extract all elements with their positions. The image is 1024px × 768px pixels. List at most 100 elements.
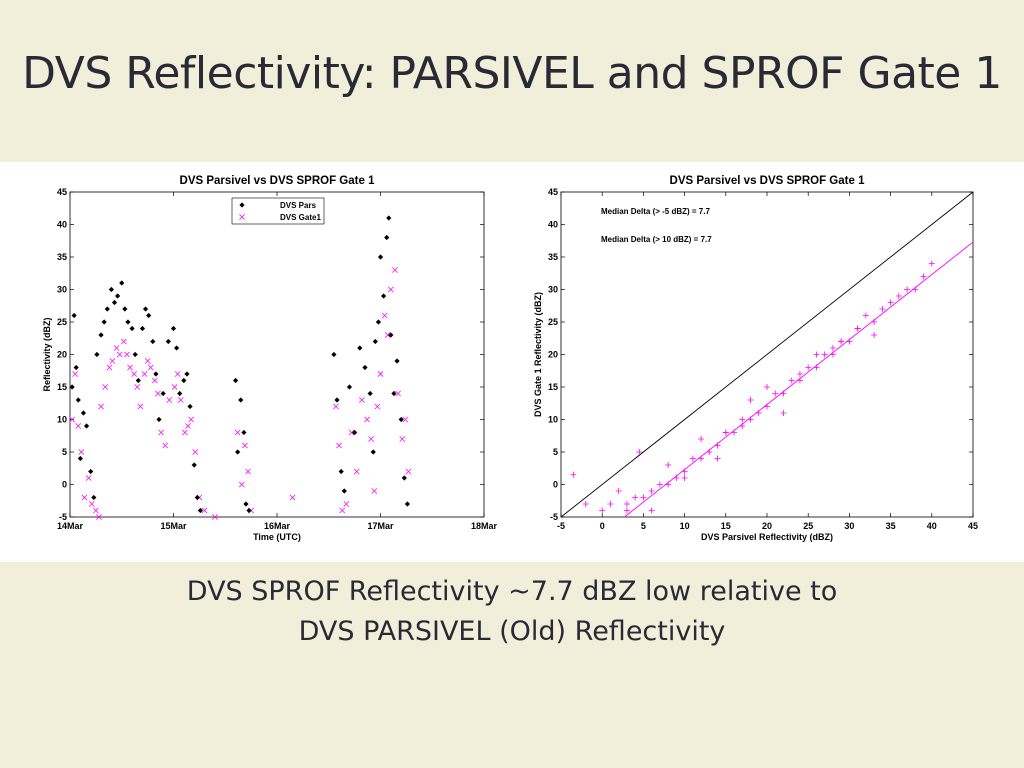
data-point bbox=[194, 494, 200, 501]
data-point bbox=[234, 429, 241, 436]
data-point bbox=[348, 429, 355, 436]
data-point bbox=[171, 384, 178, 390]
caption-line-1: DVS SPROF Reflectivity ~7.7 dBZ low rela… bbox=[186, 576, 838, 607]
data-point bbox=[665, 462, 672, 468]
y-tick-label: -5 bbox=[59, 512, 67, 522]
data-point bbox=[358, 397, 365, 403]
data-point bbox=[158, 429, 164, 436]
data-point bbox=[357, 345, 363, 351]
legend-marker bbox=[239, 214, 245, 220]
y-axis-label: Reflectivity (dBZ) bbox=[42, 317, 52, 391]
data-point bbox=[91, 494, 97, 501]
series-points bbox=[570, 260, 935, 514]
data-point bbox=[72, 371, 79, 377]
data-point bbox=[656, 481, 663, 488]
x-tick-label: 15Mar bbox=[160, 521, 187, 531]
y-tick-label: 25 bbox=[548, 317, 558, 327]
data-point bbox=[615, 488, 622, 494]
data-point bbox=[336, 442, 342, 449]
data-point bbox=[398, 416, 404, 423]
data-point bbox=[395, 390, 401, 397]
data-point bbox=[98, 403, 104, 410]
x-tick-label: 25 bbox=[803, 521, 813, 531]
data-point bbox=[131, 371, 138, 377]
x-tick-label: 35 bbox=[886, 521, 896, 531]
data-point bbox=[85, 475, 92, 481]
data-point bbox=[665, 481, 672, 488]
slide-caption: DVS SPROF Reflectivity ~7.7 dBZ low rela… bbox=[0, 572, 1024, 652]
data-point bbox=[394, 358, 400, 364]
legend-box bbox=[231, 197, 325, 225]
data-point bbox=[714, 442, 721, 449]
data-point bbox=[706, 449, 713, 455]
y-tick-label: 30 bbox=[57, 285, 67, 295]
data-point bbox=[334, 397, 340, 403]
data-point bbox=[73, 364, 79, 371]
data-point bbox=[739, 423, 746, 429]
y-tick-label: 35 bbox=[57, 252, 67, 262]
annotation-label: Median Delta (> -5 dBZ) = 7.7 bbox=[601, 207, 710, 216]
data-point bbox=[115, 293, 121, 299]
data-point bbox=[780, 410, 787, 416]
data-point bbox=[764, 403, 770, 410]
data-point bbox=[346, 384, 353, 390]
data-point bbox=[233, 377, 239, 384]
data-point bbox=[871, 319, 878, 325]
data-point bbox=[139, 325, 146, 332]
data-point bbox=[98, 332, 104, 338]
data-point bbox=[367, 390, 373, 397]
data-point bbox=[343, 501, 350, 507]
data-point bbox=[582, 501, 589, 507]
series-dvs-pars bbox=[69, 215, 411, 514]
data-point bbox=[135, 377, 141, 384]
data-point bbox=[88, 468, 94, 475]
x-tick-label: 20 bbox=[762, 521, 772, 531]
data-point bbox=[838, 338, 845, 345]
data-point bbox=[796, 371, 803, 377]
data-point bbox=[386, 215, 392, 221]
plot-frame bbox=[69, 191, 485, 518]
data-point bbox=[104, 306, 110, 312]
data-point bbox=[374, 403, 381, 410]
chart-2: DVS Parsivel vs DVS SPROF Gate 1 -5 0 5 10 15… bbox=[533, 175, 978, 542]
data-point bbox=[371, 488, 378, 494]
data-point bbox=[623, 507, 630, 514]
data-point bbox=[632, 494, 639, 501]
data-point bbox=[780, 390, 787, 397]
y-tick-label: 25 bbox=[57, 317, 67, 327]
chart-title: DVS Parsivel vs DVS SPROF Gate 1 bbox=[670, 175, 866, 187]
data-point bbox=[714, 455, 721, 462]
data-point bbox=[648, 507, 655, 514]
data-point bbox=[402, 416, 409, 423]
data-point bbox=[846, 338, 853, 345]
data-point bbox=[764, 384, 770, 390]
data-point bbox=[188, 416, 194, 423]
x-tick-label: 15 bbox=[721, 521, 731, 531]
data-point bbox=[144, 358, 151, 364]
data-point bbox=[116, 351, 123, 358]
data-point bbox=[377, 371, 384, 377]
data-point bbox=[162, 442, 169, 449]
data-point bbox=[201, 507, 208, 514]
x-tick-label: 45 bbox=[968, 521, 978, 531]
data-point bbox=[184, 371, 190, 377]
x-tick-label: 16Mar bbox=[264, 521, 291, 531]
data-point bbox=[689, 455, 696, 462]
y-tick-label: 40 bbox=[548, 220, 558, 230]
data-point bbox=[607, 501, 614, 507]
data-point bbox=[153, 371, 159, 377]
data-point bbox=[887, 299, 894, 306]
data-point bbox=[242, 442, 248, 449]
x-axis-label: Time (UTC) bbox=[253, 532, 301, 542]
data-point bbox=[352, 429, 358, 436]
legend-marker bbox=[239, 202, 245, 208]
x-tick-label: 17Mar bbox=[367, 521, 394, 531]
data-point bbox=[401, 475, 407, 481]
data-point bbox=[871, 332, 878, 338]
data-point bbox=[102, 384, 109, 390]
x-tick-label: 0 bbox=[600, 521, 605, 531]
data-point bbox=[747, 397, 754, 403]
data-point bbox=[772, 390, 779, 397]
data-point bbox=[368, 436, 375, 442]
data-point bbox=[879, 306, 886, 312]
